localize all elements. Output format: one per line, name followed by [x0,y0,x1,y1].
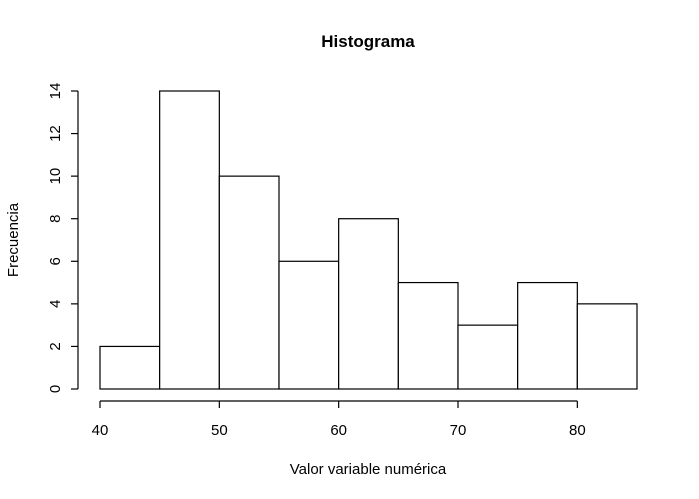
x-axis: 40 50 60 70 80 [92,400,586,439]
histogram-bar-60-65 [338,218,399,390]
bars-group [99,90,638,390]
y-tick-label: 2 [47,342,64,350]
y-tick-label: 8 [47,215,64,223]
x-tick-label: 60 [330,422,347,439]
x-tick-label: 80 [569,422,586,439]
histogram-bar-50-55 [218,175,280,390]
y-tick-label: 4 [47,300,64,308]
y-axis: 0 2 4 6 8 10 12 14 [47,83,79,393]
histogram-bar-80-85 [576,303,638,390]
x-tick-label: 70 [450,422,467,439]
x-tick-label: 40 [92,422,109,439]
histogram-bar-75-80 [517,281,578,390]
histogram-bar-65-70 [397,281,459,390]
y-tick-label: 10 [47,168,64,185]
y-axis-label: Frecuencia [5,202,22,277]
chart-title: Histograma [321,32,415,51]
histogram-bar-45-50 [159,90,220,390]
histogram-bar-40-45 [99,345,161,390]
histogram-bar-55-60 [278,260,340,390]
y-tick-label: 12 [47,125,64,142]
y-tick-label: 6 [47,257,64,265]
histogram-bar-70-75 [457,324,519,390]
y-tick-label: 0 [47,385,64,393]
x-axis-label: Valor variable numérica [290,461,447,478]
x-tick-label: 50 [211,422,228,439]
y-tick-label: 14 [47,83,64,100]
